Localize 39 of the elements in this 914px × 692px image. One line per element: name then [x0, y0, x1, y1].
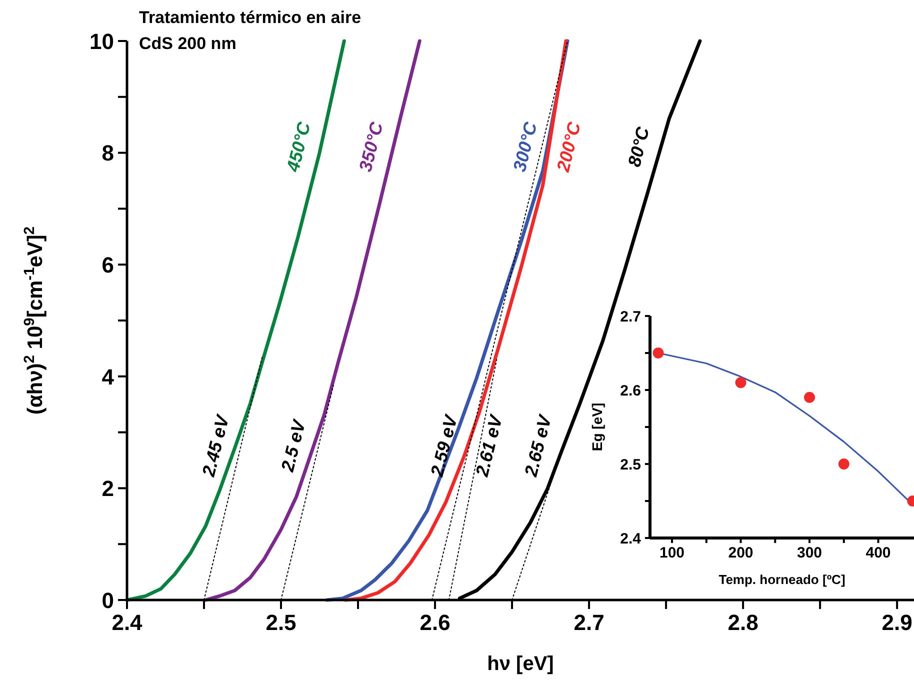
x-tick-label: 2.7 [574, 610, 604, 635]
x-tick-label: 200 [728, 544, 754, 562]
chart-subtitle: CdS 200 nm [139, 34, 236, 53]
x-tick-label: 300 [796, 544, 822, 562]
y-tick-label: 0 [102, 588, 114, 613]
y-tick-label: 8 [102, 140, 114, 166]
text: 2.5 eV [277, 416, 310, 475]
text: 2.45 eV [198, 412, 234, 480]
text: 450°C [282, 119, 315, 175]
text: 2.65 eV [520, 412, 556, 480]
y-axis-title: Eg [eV] [589, 402, 605, 452]
y-tick-label: 2.7 [620, 308, 641, 326]
chart-title: Tratamiento térmico en aire [139, 8, 362, 27]
x-tick-label: 100 [659, 544, 685, 562]
y-tick-label: 6 [102, 252, 114, 278]
line-series [204, 39, 422, 602]
y-tick-label: 2.6 [620, 382, 641, 400]
point [735, 377, 746, 388]
point [652, 348, 664, 358]
text: 2.59 eV [426, 412, 462, 480]
x-tick-label: 400 [866, 544, 891, 562]
y-tick-label: 2.4 [620, 530, 642, 548]
y-tick-label: 2.5 [620, 456, 641, 474]
x-tick-label: 2.9 [882, 610, 912, 635]
x-axis-title: Temp. horneado [ºC] [718, 572, 846, 587]
x-tick-label: 2.5 [266, 610, 296, 635]
point [804, 392, 815, 403]
y-tick-label: 10 [90, 28, 114, 54]
text: 2.61 eV [472, 412, 507, 480]
text: 80°C [624, 124, 654, 169]
x-tick-label: 2.8 [728, 610, 758, 635]
x-axis-title: hν [eV] [487, 653, 554, 675]
y-tick-label: 4 [102, 364, 115, 390]
x-tick-label: 2.6 [420, 610, 450, 635]
y-tick-label: 2 [102, 476, 114, 502]
text: 350°C [355, 119, 388, 174]
point [838, 458, 850, 470]
text: 300°C [509, 119, 542, 174]
text: 200°C [552, 119, 585, 175]
